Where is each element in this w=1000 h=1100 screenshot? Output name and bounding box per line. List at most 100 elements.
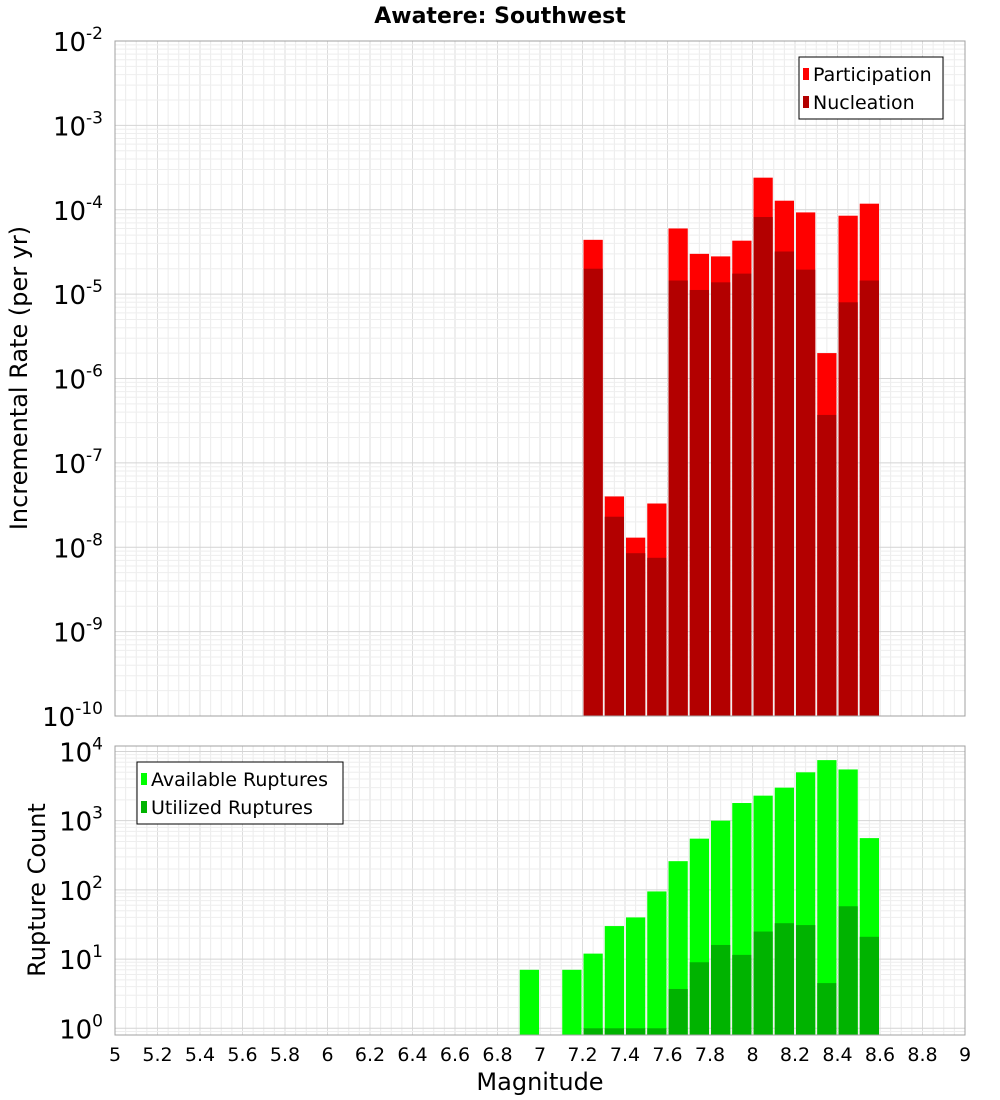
x-tick-label: 8 [746, 1044, 758, 1066]
y-tick-base: 10 [53, 112, 86, 142]
bar [817, 983, 837, 1035]
y-tick-label: 101 [59, 942, 103, 976]
bar [817, 760, 837, 1035]
y-tick-label: 103 [59, 804, 103, 838]
x-tick-label: 5 [109, 1044, 121, 1066]
y-tick-base: 10 [53, 28, 86, 58]
bar [838, 302, 858, 716]
x-tick-label: 7 [534, 1044, 546, 1066]
bar [519, 969, 539, 1035]
y-tick-base: 10 [53, 366, 86, 396]
bars [519, 760, 879, 1035]
bar [711, 944, 731, 1035]
legend-label: Participation [813, 64, 932, 86]
x-tick-label: 8.6 [865, 1044, 895, 1066]
x-tick-label: 5.6 [227, 1044, 257, 1066]
plot-frame [114, 745, 966, 1036]
bar [774, 251, 794, 716]
y-tick-exponent: -2 [86, 24, 103, 44]
x-tick-label: 9 [959, 1044, 971, 1066]
bar [604, 516, 624, 716]
y-axis-label-rate: Incremental Rate (per yr) [5, 226, 33, 530]
x-tick-label: 8.8 [907, 1044, 937, 1066]
y-tick-base: 10 [59, 946, 92, 976]
y-tick-exponent: -10 [75, 699, 103, 719]
y-tick-label: 10-5 [53, 277, 103, 311]
legend-box [798, 56, 944, 120]
legend-box [136, 761, 344, 825]
y-tick-base: 10 [42, 703, 75, 733]
bar [583, 953, 603, 1035]
x-tick-label: 8.4 [822, 1044, 852, 1066]
bar [647, 557, 667, 716]
y-tick-exponent: 0 [92, 1011, 103, 1031]
plot-frame [114, 40, 966, 717]
x-tick-label: 8.2 [780, 1044, 810, 1066]
bar [753, 931, 773, 1035]
x-tick-label: 6 [321, 1044, 333, 1066]
bar [583, 1028, 603, 1035]
bar [668, 988, 688, 1035]
grid [114, 40, 966, 717]
bar [732, 954, 752, 1035]
bar [647, 891, 667, 1035]
y-axis-label-count: Rupture Count [23, 803, 51, 977]
bars [583, 177, 879, 717]
y-tick-exponent: 3 [92, 804, 103, 824]
bar [732, 273, 752, 716]
bar [583, 268, 603, 716]
chart-title: Awatere: Southwest [374, 4, 626, 29]
bar [753, 217, 773, 716]
bar [604, 1028, 624, 1035]
y-tick-base: 10 [59, 808, 92, 838]
legend-swatch [803, 96, 809, 108]
y-tick-exponent: -4 [86, 193, 103, 213]
x-axis-label: Magnitude [476, 1068, 603, 1096]
y-tick-label: 10-8 [53, 530, 103, 564]
x-tick-label: 7.2 [567, 1044, 597, 1066]
y-tick-base: 10 [59, 877, 92, 907]
bar [796, 269, 816, 716]
y-tick-base: 10 [53, 281, 86, 311]
x-tick-label: 5.2 [142, 1044, 172, 1066]
bar [689, 962, 709, 1035]
bar [626, 917, 646, 1035]
y-tick-base: 10 [53, 619, 86, 649]
legend: Available Ruptures Utilized Ruptures [136, 761, 344, 825]
y-tick-label: 100 [59, 1011, 103, 1045]
y-tick-label: 10-2 [53, 24, 103, 58]
y-tick-base: 10 [59, 738, 92, 768]
y-tick-label: 104 [59, 734, 103, 768]
y-tick-label: 10-10 [42, 699, 103, 733]
bar [711, 282, 731, 716]
bar [796, 925, 816, 1035]
x-tick-label: 6.8 [482, 1044, 512, 1066]
y-tick-exponent: 1 [92, 942, 103, 962]
y-tick-exponent: -9 [86, 615, 103, 635]
y-tick-exponent: -8 [86, 530, 103, 550]
x-tick-label: 6.4 [397, 1044, 427, 1066]
bar [604, 926, 624, 1035]
y-tick-label: 10-7 [53, 446, 103, 480]
x-tick-label: 7.8 [695, 1044, 725, 1066]
y-tick-label: 10-4 [53, 193, 103, 227]
legend-label: Utilized Ruptures [151, 797, 313, 819]
bar [838, 906, 858, 1035]
bar [647, 1028, 667, 1035]
bar [626, 1028, 646, 1035]
series-nucleation [583, 217, 879, 716]
y-tick-label: 10-9 [53, 615, 103, 649]
y-tick-exponent: 2 [92, 873, 103, 893]
y-tick-exponent: -3 [86, 108, 103, 128]
y-tick-base: 10 [53, 197, 86, 227]
bar [668, 280, 688, 716]
y-tick-label: 10-6 [53, 362, 103, 396]
bar [562, 969, 582, 1035]
bar [859, 280, 879, 716]
legend-label: Available Ruptures [151, 769, 328, 791]
x-tick-label: 5.4 [185, 1044, 215, 1066]
